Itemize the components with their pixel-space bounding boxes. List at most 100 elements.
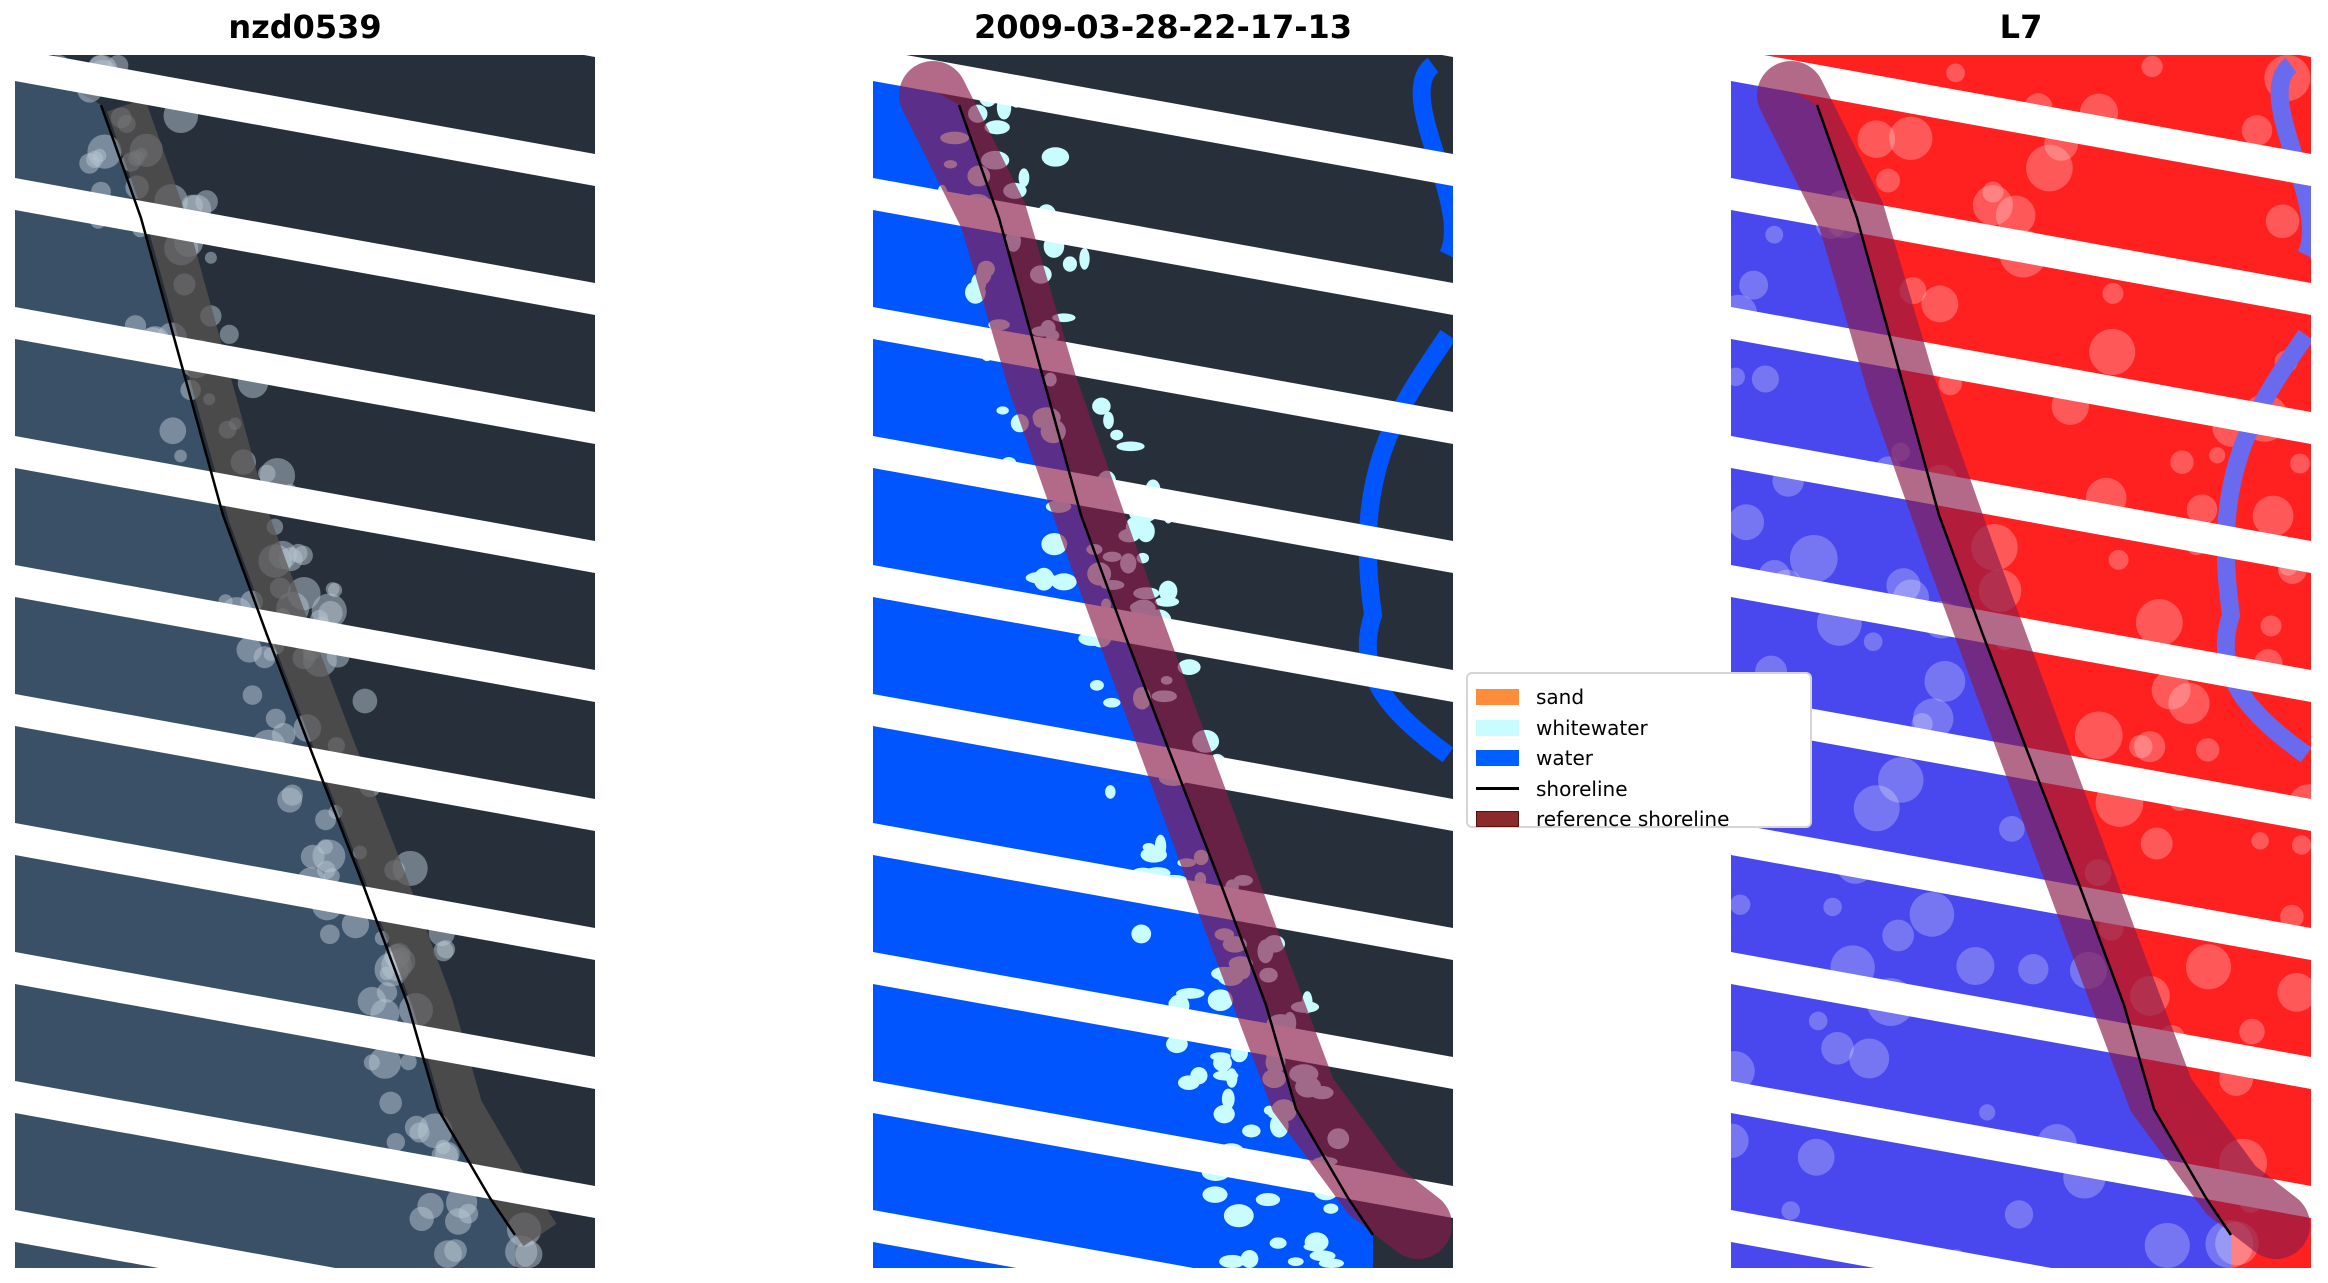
texture-blob	[2239, 1018, 2265, 1045]
texture-blob	[1921, 285, 1959, 323]
surf-foam	[277, 787, 303, 813]
surf-foam	[505, 1235, 538, 1268]
texture-blob	[2144, 1222, 2190, 1268]
texture-blob	[2141, 55, 2163, 78]
whitewater-patch	[1219, 1254, 1246, 1268]
texture-blob	[1731, 367, 1746, 387]
texture-blob	[2291, 835, 2311, 855]
no-data-stripe	[873, 436, 1453, 573]
no-data-stripe	[2300, 55, 2311, 57]
texture-blob	[1751, 365, 1779, 393]
surf-foam	[379, 1091, 402, 1115]
whitewater-patch	[984, 120, 1010, 135]
texture-blob	[1789, 534, 1838, 583]
texture-blob	[1781, 1201, 1800, 1220]
texture-blob	[1982, 181, 2004, 203]
texture-blob	[1946, 63, 1965, 83]
whitewater-patch	[1105, 785, 1116, 799]
detected-shoreline	[957, 104, 1375, 1236]
reference-shoreline-band	[1757, 61, 2310, 1259]
whitewater-patch	[996, 406, 1009, 415]
surf-foam	[320, 924, 340, 945]
whitewater-patch	[1223, 1204, 1254, 1228]
texture-blob	[2260, 615, 2282, 637]
texture-blob	[2170, 450, 2194, 474]
whitewater-patch	[1309, 1250, 1336, 1262]
legend-item-whitewater: whitewater	[1476, 713, 1810, 744]
texture-blob	[1731, 894, 1751, 915]
whitewater-patch	[1158, 580, 1178, 602]
no-data-stripe	[15, 178, 595, 315]
whitewater-patch	[1176, 988, 1205, 999]
whitewater-patch	[1041, 147, 1070, 167]
texture-blob	[1823, 897, 1842, 917]
surf-foam	[79, 153, 100, 174]
texture-blob	[1731, 1051, 1755, 1092]
rgb-image-panel	[15, 55, 595, 1268]
texture-blob	[2129, 734, 2153, 759]
legend-label: whitewater	[1536, 715, 1648, 740]
water-swatch	[1476, 750, 1519, 767]
surf-foam	[159, 417, 187, 445]
whitewater-patch	[1190, 1067, 1208, 1085]
texture-blob	[1821, 1031, 1854, 1065]
texture-blob	[1808, 1011, 1828, 1031]
no-data-stripe	[1731, 1210, 2052, 1268]
texture-blob	[2089, 328, 2136, 375]
no-data-stripe	[1731, 823, 2311, 960]
legend: sand whitewater water shoreline referenc…	[1466, 672, 1812, 831]
texture-blob	[1731, 504, 1765, 541]
no-data-stripe	[15, 823, 595, 960]
panel-title-index: L7	[1999, 8, 2043, 46]
surf-foam	[434, 1240, 462, 1268]
whitewater-patch	[1207, 989, 1233, 1012]
texture-blob	[2252, 495, 2294, 537]
legend-label: sand	[1536, 685, 1585, 710]
whitewater-patch	[1177, 659, 1201, 675]
detected-shoreline	[1815, 104, 2233, 1236]
surf-foam	[386, 1132, 405, 1152]
texture-blob	[2074, 711, 2123, 760]
whitewater-patch	[1240, 1250, 1259, 1268]
texture-blob	[1857, 120, 1896, 158]
whitewater-patch	[1025, 571, 1056, 584]
no-data-stripe	[15, 1081, 595, 1218]
whitewater-patch	[1221, 1088, 1235, 1110]
texture-blob	[1878, 757, 1924, 803]
texture-blob	[1886, 568, 1921, 603]
texture-blob	[1853, 785, 1900, 832]
surf-foam	[409, 1122, 430, 1143]
sand-swatch	[1476, 689, 1519, 706]
texture-blob	[2241, 115, 2273, 146]
texture-blob	[1882, 919, 1914, 952]
no-data-stripe	[1442, 55, 1453, 57]
whitewater-patch	[1255, 1193, 1281, 1207]
whitewater-patch	[1210, 1052, 1231, 1061]
whitewater-patch	[1062, 256, 1078, 272]
texture-blob	[2290, 453, 2310, 474]
whitewater-patch	[1110, 429, 1124, 441]
texture-blob	[2151, 670, 2191, 710]
texture-blob	[2209, 447, 2226, 464]
whitewater-patch	[1079, 247, 1090, 270]
surf-foam	[204, 251, 217, 264]
surf-foam	[315, 809, 337, 831]
no-data-stripe	[1731, 55, 2311, 186]
texture-blob	[2018, 954, 2049, 985]
texture-blob	[1979, 1104, 1996, 1121]
legend-item-water: water	[1476, 743, 1810, 774]
legend-item-reference-shoreline: reference shoreline	[1476, 804, 1810, 835]
whitewater-patch	[1103, 411, 1114, 430]
texture-blob	[1739, 270, 1769, 300]
surf-foam	[400, 1053, 417, 1071]
texture-blob	[1849, 1038, 1890, 1079]
texture-blob	[2135, 599, 2183, 646]
legend-label: reference shoreline	[1536, 807, 1730, 832]
whitewater-patch	[1318, 1258, 1345, 1268]
texture-blob	[2004, 1200, 2034, 1229]
whitewater-patch	[1168, 998, 1179, 1009]
no-data-stripe	[1731, 436, 2311, 573]
surf-foam	[379, 966, 394, 981]
texture-blob	[2277, 972, 2311, 1012]
texture-blob	[2265, 204, 2300, 239]
